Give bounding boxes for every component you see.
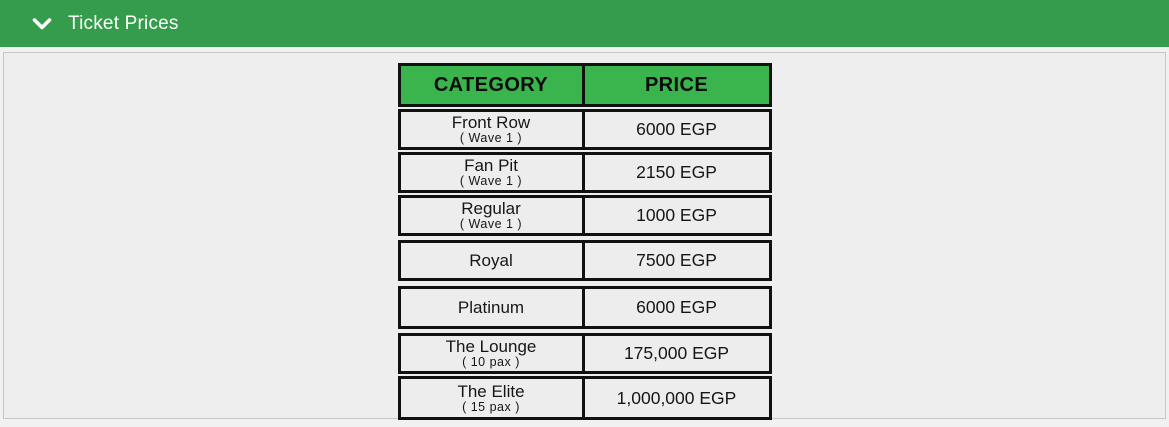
table-row-royal: Royal 7500 EGP <box>397 240 772 281</box>
category-label: The Lounge <box>445 337 537 356</box>
ticket-prices-panel: CATEGORY PRICE Front Row ( Wave 1 ) 6000… <box>3 52 1166 422</box>
category-cell: The Lounge ( 10 pax ) <box>397 333 585 374</box>
price-cell: 175,000 EGP <box>581 333 772 374</box>
table-row-fan-pit: Fan Pit ( Wave 1 ) 2150 EGP <box>397 152 772 193</box>
table-row-regular: Regular ( Wave 1 ) 1000 EGP <box>397 195 772 236</box>
table-row-the-lounge: The Lounge ( 10 pax ) 175,000 EGP <box>397 333 772 374</box>
price-cell: 6000 EGP <box>581 109 772 150</box>
price-label: 7500 EGP <box>636 250 717 270</box>
table-row-platinum: Platinum 6000 EGP <box>397 286 772 329</box>
table-header-row: CATEGORY PRICE <box>397 63 772 107</box>
category-cell: Royal <box>397 240 585 281</box>
price-cell: 2150 EGP <box>581 152 772 193</box>
category-cell: Fan Pit ( Wave 1 ) <box>397 152 585 193</box>
price-label: 1000 EGP <box>636 205 717 225</box>
price-cell: 1000 EGP <box>581 195 772 236</box>
table-row-front-row: Front Row ( Wave 1 ) 6000 EGP <box>397 109 772 150</box>
chevron-down-icon[interactable] <box>30 12 54 36</box>
price-label: 1,000,000 EGP <box>616 387 737 408</box>
category-note: ( 10 pax ) <box>462 355 520 369</box>
category-cell: Platinum <box>397 286 585 329</box>
category-note: ( Wave 1 ) <box>459 217 523 231</box>
price-cell: 6000 EGP <box>581 286 772 329</box>
category-label: Platinum <box>457 297 525 317</box>
accordion-header-ticket-prices[interactable]: Ticket Prices <box>0 0 1169 47</box>
category-label: Front Row <box>451 113 531 132</box>
category-note: ( Wave 1 ) <box>459 131 523 145</box>
category-cell: Regular ( Wave 1 ) <box>397 195 585 236</box>
price-cell: 7500 EGP <box>581 240 772 281</box>
category-label: The Elite <box>457 381 525 401</box>
ticket-price-table: CATEGORY PRICE Front Row ( Wave 1 ) 6000… <box>397 63 772 422</box>
accordion-title: Ticket Prices <box>68 12 179 34</box>
price-label: 6000 EGP <box>636 119 717 139</box>
table-row-the-elite: The Elite ( 15 pax ) 1,000,000 EGP <box>397 376 772 420</box>
category-label: Fan Pit <box>464 156 518 175</box>
category-cell: The Elite ( 15 pax ) <box>397 376 585 420</box>
column-header-category: CATEGORY <box>397 63 585 107</box>
price-cell: 1,000,000 EGP <box>581 376 772 420</box>
category-note: ( Wave 1 ) <box>459 174 523 188</box>
category-note: ( 15 pax ) <box>462 399 520 414</box>
price-label: 6000 EGP <box>636 297 717 317</box>
price-label: 175,000 EGP <box>623 343 730 363</box>
category-label: Regular <box>461 199 521 218</box>
price-label: 2150 EGP <box>636 162 717 182</box>
column-header-price: PRICE <box>581 63 772 107</box>
category-cell: Front Row ( Wave 1 ) <box>397 109 585 150</box>
category-label: Royal <box>469 250 513 270</box>
